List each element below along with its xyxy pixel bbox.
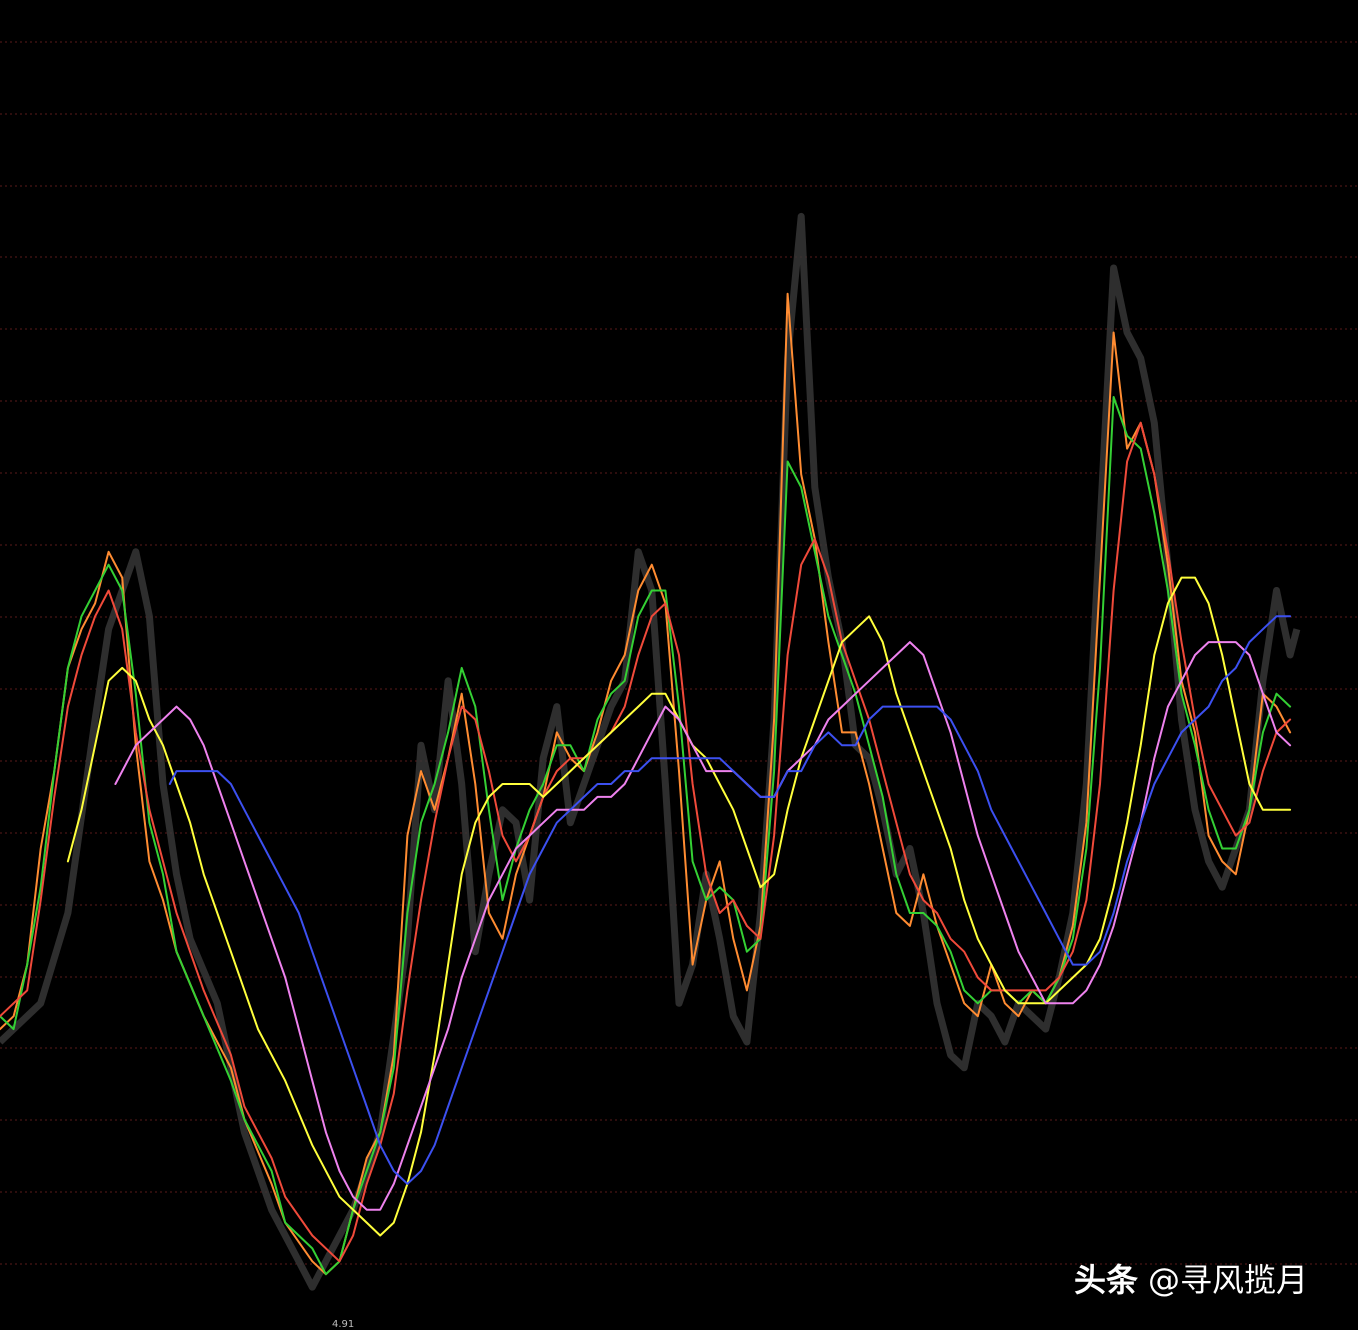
series-line-4 bbox=[66, 576, 1292, 1237]
series-line-2 bbox=[0, 396, 1292, 1276]
price-gridlines bbox=[0, 41, 1358, 1265]
moving-average-lines bbox=[0, 292, 1292, 1276]
series-line-3 bbox=[0, 421, 1292, 1263]
low-price-label: 4.91 bbox=[332, 1319, 355, 1330]
series-line-1 bbox=[0, 292, 1292, 1276]
price-noise-trace bbox=[0, 212, 1301, 1291]
watermark-brand: 头条 bbox=[1074, 1261, 1139, 1299]
watermark: 头条 @寻风揽月 bbox=[1074, 1258, 1308, 1302]
noise-series-line bbox=[0, 212, 1301, 1291]
series-line-5 bbox=[114, 641, 1292, 1211]
series-line-6 bbox=[168, 615, 1292, 1185]
watermark-handle: @寻风揽月 bbox=[1148, 1261, 1309, 1299]
